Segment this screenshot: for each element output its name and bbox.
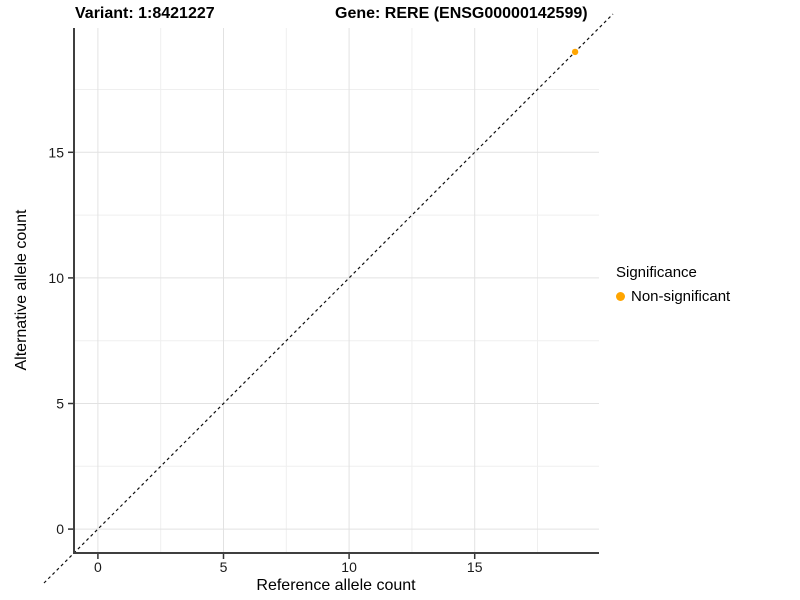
x-tick-label: 10 bbox=[341, 559, 357, 575]
scatter-point bbox=[571, 48, 579, 56]
y-tick-label: 5 bbox=[56, 396, 64, 412]
plot-title-gene: Gene: RERE (ENSG00000142599) bbox=[335, 5, 588, 22]
y-tick-label: 10 bbox=[48, 270, 64, 286]
plot-title-variant: Variant: 1:8421227 bbox=[75, 5, 215, 22]
legend-item-non-significant: Non-significant bbox=[616, 288, 730, 305]
legend: Significance Non-significant bbox=[616, 264, 730, 305]
x-axis-title: Reference allele count bbox=[256, 577, 416, 594]
y-axis-title: Alternative allele count bbox=[13, 209, 30, 371]
y-tick-label: 0 bbox=[56, 521, 64, 537]
identity-line bbox=[43, 13, 614, 584]
y-tick-label: 15 bbox=[48, 144, 64, 160]
legend-point-icon bbox=[616, 292, 625, 301]
legend-item-label: Non-significant bbox=[631, 288, 731, 305]
x-tick-label: 15 bbox=[467, 559, 483, 575]
legend-title: Significance bbox=[616, 264, 697, 281]
x-tick-label: 0 bbox=[94, 559, 102, 575]
x-tick-label: 5 bbox=[220, 559, 228, 575]
